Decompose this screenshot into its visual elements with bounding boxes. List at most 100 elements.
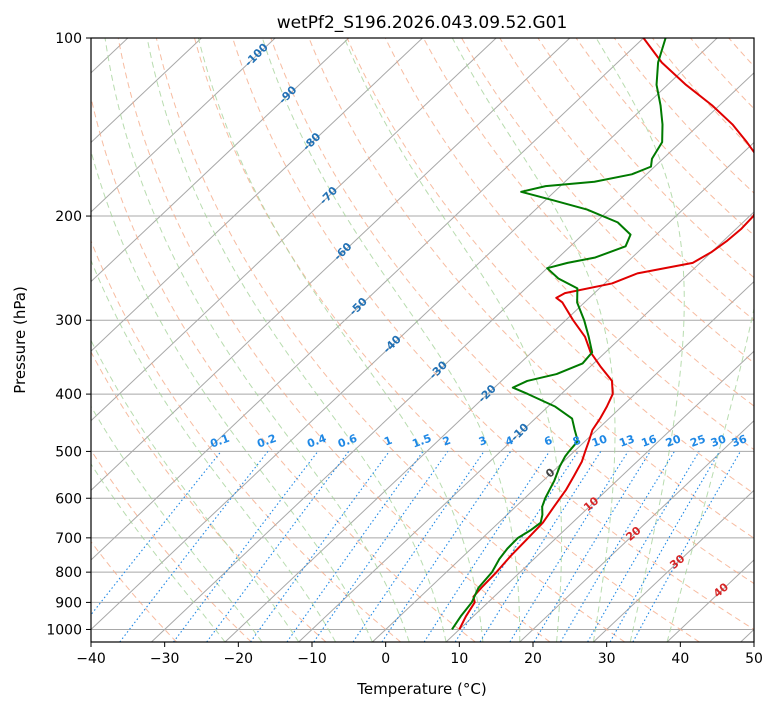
y-tick-label: 400 bbox=[55, 387, 82, 403]
isotherm-line bbox=[91, 38, 423, 352]
moist-adiabat bbox=[666, 306, 754, 642]
plot-area bbox=[91, 38, 754, 642]
mixing-ratio-label: 3 bbox=[477, 434, 489, 449]
isotherm-line bbox=[151, 72, 754, 642]
moist-adiabat bbox=[146, 38, 447, 642]
isotherm-line bbox=[91, 38, 571, 491]
mixing-ratio-line bbox=[250, 451, 390, 642]
dry-adiabat bbox=[91, 350, 327, 642]
mixing-ratio-label: 4 bbox=[504, 434, 516, 449]
mixing-ratio-label: 10 bbox=[590, 432, 609, 450]
mixing-ratio-label: 0.1 bbox=[208, 432, 231, 451]
moist-adiabat bbox=[197, 38, 484, 642]
mixing-ratio-line bbox=[206, 451, 350, 642]
moist-adiabat bbox=[451, 38, 616, 642]
dry-adiabat bbox=[499, 38, 754, 321]
dry-adiabat bbox=[194, 38, 700, 642]
mixing-ratio-line bbox=[533, 451, 651, 642]
isotherm-line bbox=[445, 350, 754, 642]
x-tick-label: 20 bbox=[524, 651, 542, 667]
dry-adiabat bbox=[91, 449, 252, 642]
y-tick-label: 600 bbox=[55, 491, 82, 507]
background-lines bbox=[91, 38, 754, 642]
dry-adiabat bbox=[270, 38, 754, 585]
plot-frame bbox=[90, 37, 755, 643]
isotherm-line bbox=[224, 141, 754, 642]
mixing-ratio-label: 8 bbox=[571, 434, 583, 449]
x-tick-label: 50 bbox=[745, 651, 763, 667]
dry-adiabat bbox=[232, 38, 754, 631]
moist-adiabat bbox=[104, 38, 410, 642]
y-tick-label: 700 bbox=[55, 531, 82, 547]
moist-adiabat bbox=[91, 149, 373, 642]
isotherm-line bbox=[91, 38, 350, 283]
mixing-ratio-label: 25 bbox=[689, 432, 708, 449]
mixing-ratio-line bbox=[313, 451, 449, 642]
moist-adiabat bbox=[595, 38, 685, 642]
mixing-ratio-line bbox=[173, 451, 319, 642]
dry-adiabat bbox=[308, 38, 754, 539]
y-tick-label: 500 bbox=[55, 444, 82, 460]
y-tick-label: 300 bbox=[55, 313, 82, 329]
mixing-ratio-label: 36 bbox=[730, 432, 749, 450]
x-axis-title: Temperature (°C) bbox=[356, 680, 486, 698]
y-tick-label: 800 bbox=[55, 565, 82, 581]
x-tick-label: 30 bbox=[598, 651, 616, 667]
x-tick-label: −40 bbox=[76, 651, 106, 667]
dry-adiabat bbox=[423, 38, 754, 407]
mixing-ratio-label: 0.2 bbox=[255, 432, 278, 451]
mixing-ratio-line bbox=[423, 451, 550, 642]
isotherm-line bbox=[298, 211, 754, 642]
mixing-ratio-label: 6 bbox=[542, 434, 554, 449]
x-tick-label: 10 bbox=[450, 651, 468, 667]
x-tick-label: 40 bbox=[671, 651, 689, 667]
mixing-ratio-label: 16 bbox=[640, 432, 659, 450]
sounding-curves bbox=[451, 38, 754, 631]
moist-adiabat bbox=[261, 38, 521, 642]
isotherm-line bbox=[372, 280, 754, 642]
dry-adiabat bbox=[117, 38, 551, 642]
isotherm-line bbox=[593, 489, 754, 642]
y-axis-title: Pressure (hPa) bbox=[11, 286, 29, 394]
mixing-ratio-label: 13 bbox=[617, 432, 636, 449]
isotherm-line bbox=[519, 420, 754, 642]
isotherm-line bbox=[91, 38, 202, 144]
x-tick-label: −20 bbox=[224, 651, 254, 667]
dry-adiabat bbox=[91, 239, 401, 642]
mixing-ratio-label: 0.4 bbox=[305, 432, 328, 451]
y-tick-label: 1000 bbox=[46, 622, 82, 638]
dry-adiabat bbox=[346, 38, 754, 495]
x-tick-label: −10 bbox=[297, 651, 327, 667]
mixing-ratio-line bbox=[509, 451, 629, 642]
y-tick-label: 200 bbox=[55, 209, 82, 225]
mixing-ratio-label: 30 bbox=[709, 432, 728, 450]
mixing-ratio-line bbox=[381, 451, 512, 642]
isotherm-line bbox=[91, 38, 497, 422]
temperature-curve bbox=[458, 38, 754, 630]
mixing-ratio-line bbox=[609, 451, 721, 642]
dewpoint-curve bbox=[451, 38, 667, 631]
x-tick-label: −30 bbox=[150, 651, 180, 667]
axes: −40 −30 −20 −10 0 10 20 30 40 5010020030040050060… bbox=[46, 31, 763, 667]
mixing-ratio-label: 2 bbox=[441, 434, 453, 449]
mixing-ratio-label: 1 bbox=[382, 434, 394, 449]
mixing-ratio-line bbox=[632, 451, 741, 642]
mixing-ratio-label: 0.6 bbox=[336, 432, 359, 451]
chart-title: wetPf2_S196.2026.043.09.52.G01 bbox=[277, 13, 568, 33]
moist-adiabat bbox=[91, 259, 337, 642]
isotherm-line bbox=[91, 38, 644, 561]
moist-adiabat bbox=[343, 38, 563, 642]
isotherm-line bbox=[91, 38, 718, 631]
moist-adiabat bbox=[91, 339, 300, 642]
mixing-ratio-line bbox=[286, 451, 424, 642]
moist-adiabat bbox=[91, 405, 263, 642]
dry-adiabat bbox=[384, 38, 754, 451]
mixing-ratio-label: 1.5 bbox=[410, 432, 433, 451]
mixing-ratio-line bbox=[352, 451, 485, 642]
y-tick-label: 100 bbox=[55, 31, 82, 47]
x-tick-label: 0 bbox=[381, 651, 390, 667]
moist-adiabat bbox=[91, 463, 226, 642]
mixing-ratio-label: 20 bbox=[664, 432, 683, 450]
